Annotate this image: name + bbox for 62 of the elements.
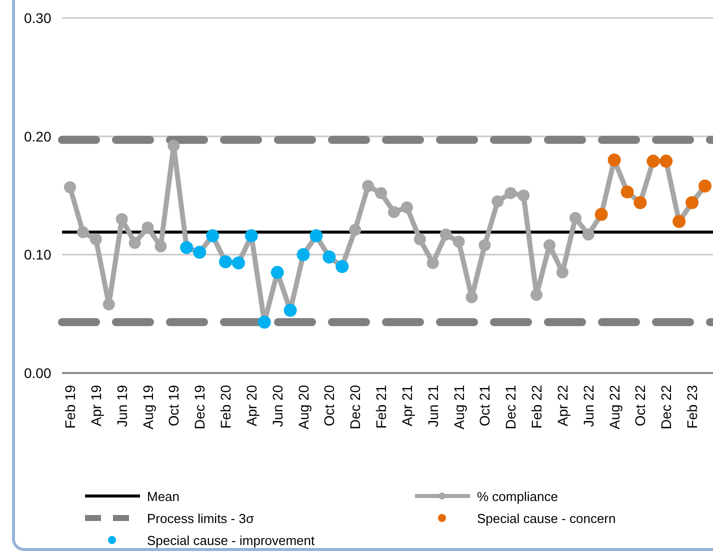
legend-label: Special cause - improvement (147, 533, 316, 548)
x-tick-label: Apr 21 (398, 384, 415, 426)
y-tick-label: 0.30 (24, 10, 52, 26)
x-tick-label: Dec 20 (347, 384, 364, 430)
x-tick-label: Jun 21 (424, 384, 441, 428)
x-tick-label: Jun 22 (580, 384, 596, 428)
x-tick-label: Jun 19 (114, 384, 130, 428)
x-tick-label: Aug 21 (450, 384, 467, 430)
legend-label: Process limits - 3σ (147, 511, 254, 526)
x-tick-label: Feb 20 (218, 384, 234, 429)
point (349, 224, 362, 236)
x-tick-label: Dec 21 (502, 384, 519, 430)
y-tick-label: 0.20 (24, 128, 52, 144)
point (426, 256, 439, 269)
point (478, 239, 491, 252)
point (168, 140, 180, 152)
x-tick-label: Aug 22 (606, 384, 622, 430)
point (400, 201, 413, 214)
x-tick-label: Oct 22 (632, 384, 648, 426)
point (414, 233, 426, 246)
x-tick-label: Aug 20 (295, 384, 312, 430)
x-tick-label: Jun 20 (269, 384, 286, 428)
point (375, 187, 388, 200)
y-tick-label: 0.00 (24, 365, 52, 381)
legend-label: Mean (147, 489, 180, 504)
point (492, 195, 504, 208)
point (388, 206, 400, 218)
x-tick-label: Aug 19 (140, 384, 156, 430)
point (142, 221, 154, 234)
x-tick-label: Apr 22 (554, 384, 570, 426)
x-tick-label: Feb 19 (62, 384, 78, 429)
point (154, 240, 167, 252)
y-tick-label: 0.10 (24, 246, 52, 263)
point (569, 212, 582, 224)
x-tick-label: Oct 20 (321, 384, 338, 426)
point (543, 239, 556, 252)
point (530, 288, 543, 301)
x-tick-label: Feb 23 (684, 384, 700, 429)
point (518, 190, 530, 202)
point (128, 236, 141, 249)
x-tick-label: Dec 22 (658, 384, 674, 430)
point (116, 213, 128, 226)
point (102, 298, 115, 310)
x-tick-label: Feb 21 (373, 384, 390, 429)
point (440, 228, 452, 241)
x-tick-label: Feb 22 (528, 384, 545, 429)
x-tick-label: Apr 20 (243, 384, 260, 426)
point (76, 226, 89, 238)
point (504, 187, 517, 200)
x-tick-label: Oct 19 (166, 384, 182, 426)
point (452, 236, 465, 248)
point (90, 233, 102, 246)
legend-label: % compliance (477, 489, 558, 504)
point (362, 180, 374, 192)
point (466, 291, 478, 304)
point (582, 228, 594, 241)
x-tick-label: Oct 21 (476, 384, 493, 426)
legend-label: Special cause - concern (477, 511, 616, 526)
x-tick-label: Dec 19 (192, 384, 208, 430)
point (556, 266, 568, 278)
point (64, 181, 76, 194)
x-tick-label: Apr 19 (88, 384, 104, 426)
